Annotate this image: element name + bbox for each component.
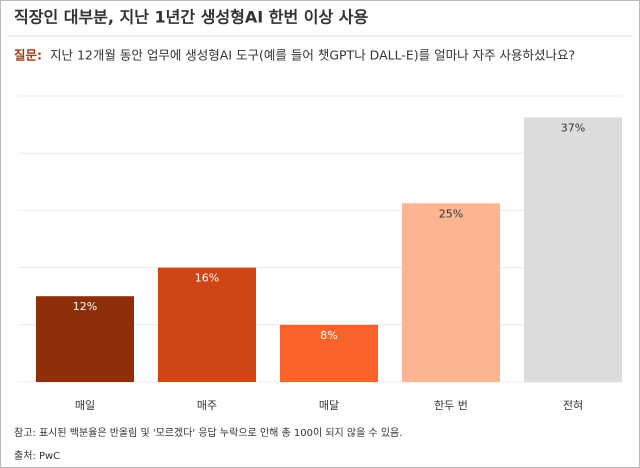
bar [158,267,256,382]
x-tick-label: 매달 [319,399,339,412]
bar [280,324,378,382]
x-tick-label: 한두 번 [434,399,468,412]
x-tick-label: 매주 [197,399,217,412]
x-tick-label: 매일 [75,398,95,412]
source: 출처: PwC [14,450,60,462]
bar [402,203,500,382]
bar [524,117,622,382]
value-label: 16% [195,272,219,285]
x-tick-label: 전혀 [563,399,583,412]
value-label: 12% [73,300,97,313]
value-label: 37% [561,121,585,134]
note: 참고: 표시된 백분율은 반올림 및 '모르겠다' 응답 누락으로 인해 총 1… [14,426,402,439]
value-label: 25% [439,207,463,220]
value-label: 8% [320,329,337,342]
question-label: 질문: [14,48,42,63]
subtitle: 지난 12개월 동안 업무에 생성형AI 도구(예를 들어 챗GPT나 DALL… [50,48,575,63]
bar [36,296,134,382]
chart-title: 직장인 대부분, 지난 1년간 생성형AI 한번 이상 사용 [14,8,368,27]
